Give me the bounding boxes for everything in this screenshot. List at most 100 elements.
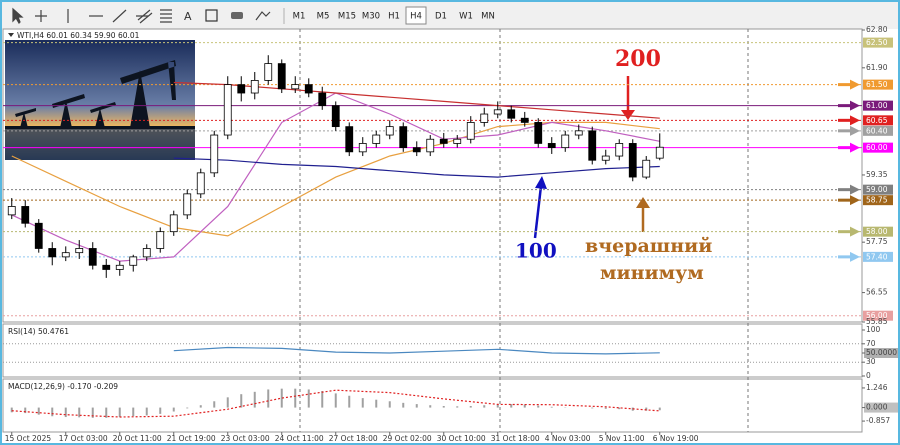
- pane-title: RSI(14) 50.4761: [8, 327, 69, 336]
- candle-body: [520, 117, 529, 123]
- level-arrow-head: [850, 142, 860, 153]
- candle-body: [7, 206, 16, 216]
- macd-bar: [118, 407, 121, 418]
- y-tick-label: 55.85: [866, 317, 888, 326]
- candle-body: [493, 109, 502, 115]
- fibo-icon[interactable]: [160, 9, 172, 23]
- level-label: 60.40: [866, 126, 888, 135]
- macd-bar: [361, 398, 364, 408]
- macd-bar: [240, 394, 243, 408]
- macd-bar: [523, 404, 526, 408]
- candle-body: [345, 126, 354, 153]
- level-label-box: [863, 195, 893, 206]
- crosshair-icon[interactable]: [35, 10, 47, 22]
- macd-bar: [442, 406, 445, 408]
- macd-bar: [199, 405, 202, 408]
- arrows-icon[interactable]: [255, 11, 271, 21]
- annotation: вчерашний: [585, 235, 712, 257]
- timeframe-button[interactable]: M5: [317, 12, 330, 22]
- macd-bar: [186, 407, 189, 409]
- macd-bar: [105, 407, 108, 418]
- current-value-box: [864, 402, 898, 413]
- x-tick-label: 6 Nov 19:00: [653, 434, 699, 443]
- arrow-100-head: [535, 176, 547, 189]
- candle-body: [453, 138, 462, 144]
- timeframe-button[interactable]: H1: [388, 12, 400, 22]
- macd-bar: [10, 407, 13, 413]
- arrow-200-head: [621, 110, 635, 120]
- y-tick-label: 50.0000: [866, 348, 897, 357]
- timeframe-button[interactable]: D1: [435, 12, 447, 22]
- moving-average: [173, 157, 660, 178]
- candle-body: [48, 248, 57, 258]
- macd-bar: [483, 405, 486, 408]
- trend-icon[interactable]: [112, 9, 127, 23]
- arrow-100: [533, 185, 543, 239]
- level-label-box: [863, 226, 893, 237]
- macd-bar: [280, 388, 283, 408]
- level-arrow-head: [850, 251, 860, 262]
- x-tick-label: 24 Oct 11:00: [275, 434, 324, 443]
- timeframe-button[interactable]: M1: [293, 12, 306, 22]
- macd-bar: [91, 407, 94, 418]
- macd-bar: [51, 407, 54, 417]
- candle-body: [642, 159, 651, 178]
- active-timeframe: [405, 6, 427, 25]
- macd-bar: [591, 407, 594, 409]
- candle-body: [615, 143, 624, 157]
- timeframe-button[interactable]: W1: [459, 12, 473, 22]
- macd-bar: [267, 389, 270, 408]
- channel-icon[interactable]: [136, 9, 153, 24]
- candle-body: [223, 84, 232, 136]
- candle-body: [304, 84, 313, 94]
- candle-body: [183, 193, 192, 216]
- level-label: 61.50: [866, 80, 888, 89]
- label-icon[interactable]: [205, 9, 218, 22]
- candle-body: [196, 172, 205, 195]
- level-arrow-head: [850, 125, 860, 136]
- candle-body: [426, 138, 435, 153]
- candle-body: [439, 138, 448, 144]
- cursor-icon[interactable]: [12, 7, 24, 24]
- y-tick-label: 0: [866, 371, 871, 380]
- macd-bar: [550, 406, 553, 408]
- price-pane: [2, 28, 863, 323]
- level-label-box: [863, 115, 893, 126]
- y-tick-label: -0.857: [866, 416, 890, 425]
- candle-body: [250, 80, 259, 94]
- timeframes: M1 M5 M15 M30 H1 H4 D1 W1 MN: [293, 6, 495, 25]
- annotation: 200: [615, 46, 661, 72]
- level-label: 59.00: [866, 185, 888, 194]
- shapes-icon[interactable]: [231, 12, 243, 19]
- y-tick-label: 61.90: [866, 63, 888, 72]
- x-tick-label: 27 Oct 18:00: [329, 434, 378, 443]
- pane-title: MACD(12,26,9) -0.170 -0.209: [8, 382, 118, 391]
- candle-body: [102, 264, 111, 270]
- macd-bar: [24, 407, 27, 414]
- level-label: 58.00: [866, 227, 888, 236]
- macd-bar: [510, 404, 513, 408]
- symbol-icon: [8, 33, 14, 37]
- candle-body: [588, 130, 597, 161]
- level-label: 62.50: [866, 38, 888, 47]
- candle-body: [61, 252, 70, 258]
- timeframe-button[interactable]: M30: [362, 12, 380, 22]
- timeframe-button[interactable]: MN: [481, 12, 495, 22]
- macd-bar: [307, 389, 310, 408]
- candle-body: [264, 63, 273, 81]
- level-label-box: [863, 142, 893, 153]
- timeframe-button[interactable]: H4: [410, 12, 422, 22]
- toolbar-icons: A: [12, 7, 285, 24]
- x-tick-label: 21 Oct 19:00: [167, 434, 216, 443]
- macd-bar: [37, 407, 40, 415]
- y-tick-label: 62.80: [866, 25, 888, 34]
- candle-body: [385, 126, 394, 136]
- text-icon[interactable]: A: [184, 10, 192, 23]
- candle-body: [21, 206, 30, 224]
- candle-body: [291, 84, 300, 90]
- level-label: 57.40: [866, 252, 888, 261]
- timeframe-button[interactable]: M15: [338, 12, 356, 22]
- candle-body: [601, 155, 610, 161]
